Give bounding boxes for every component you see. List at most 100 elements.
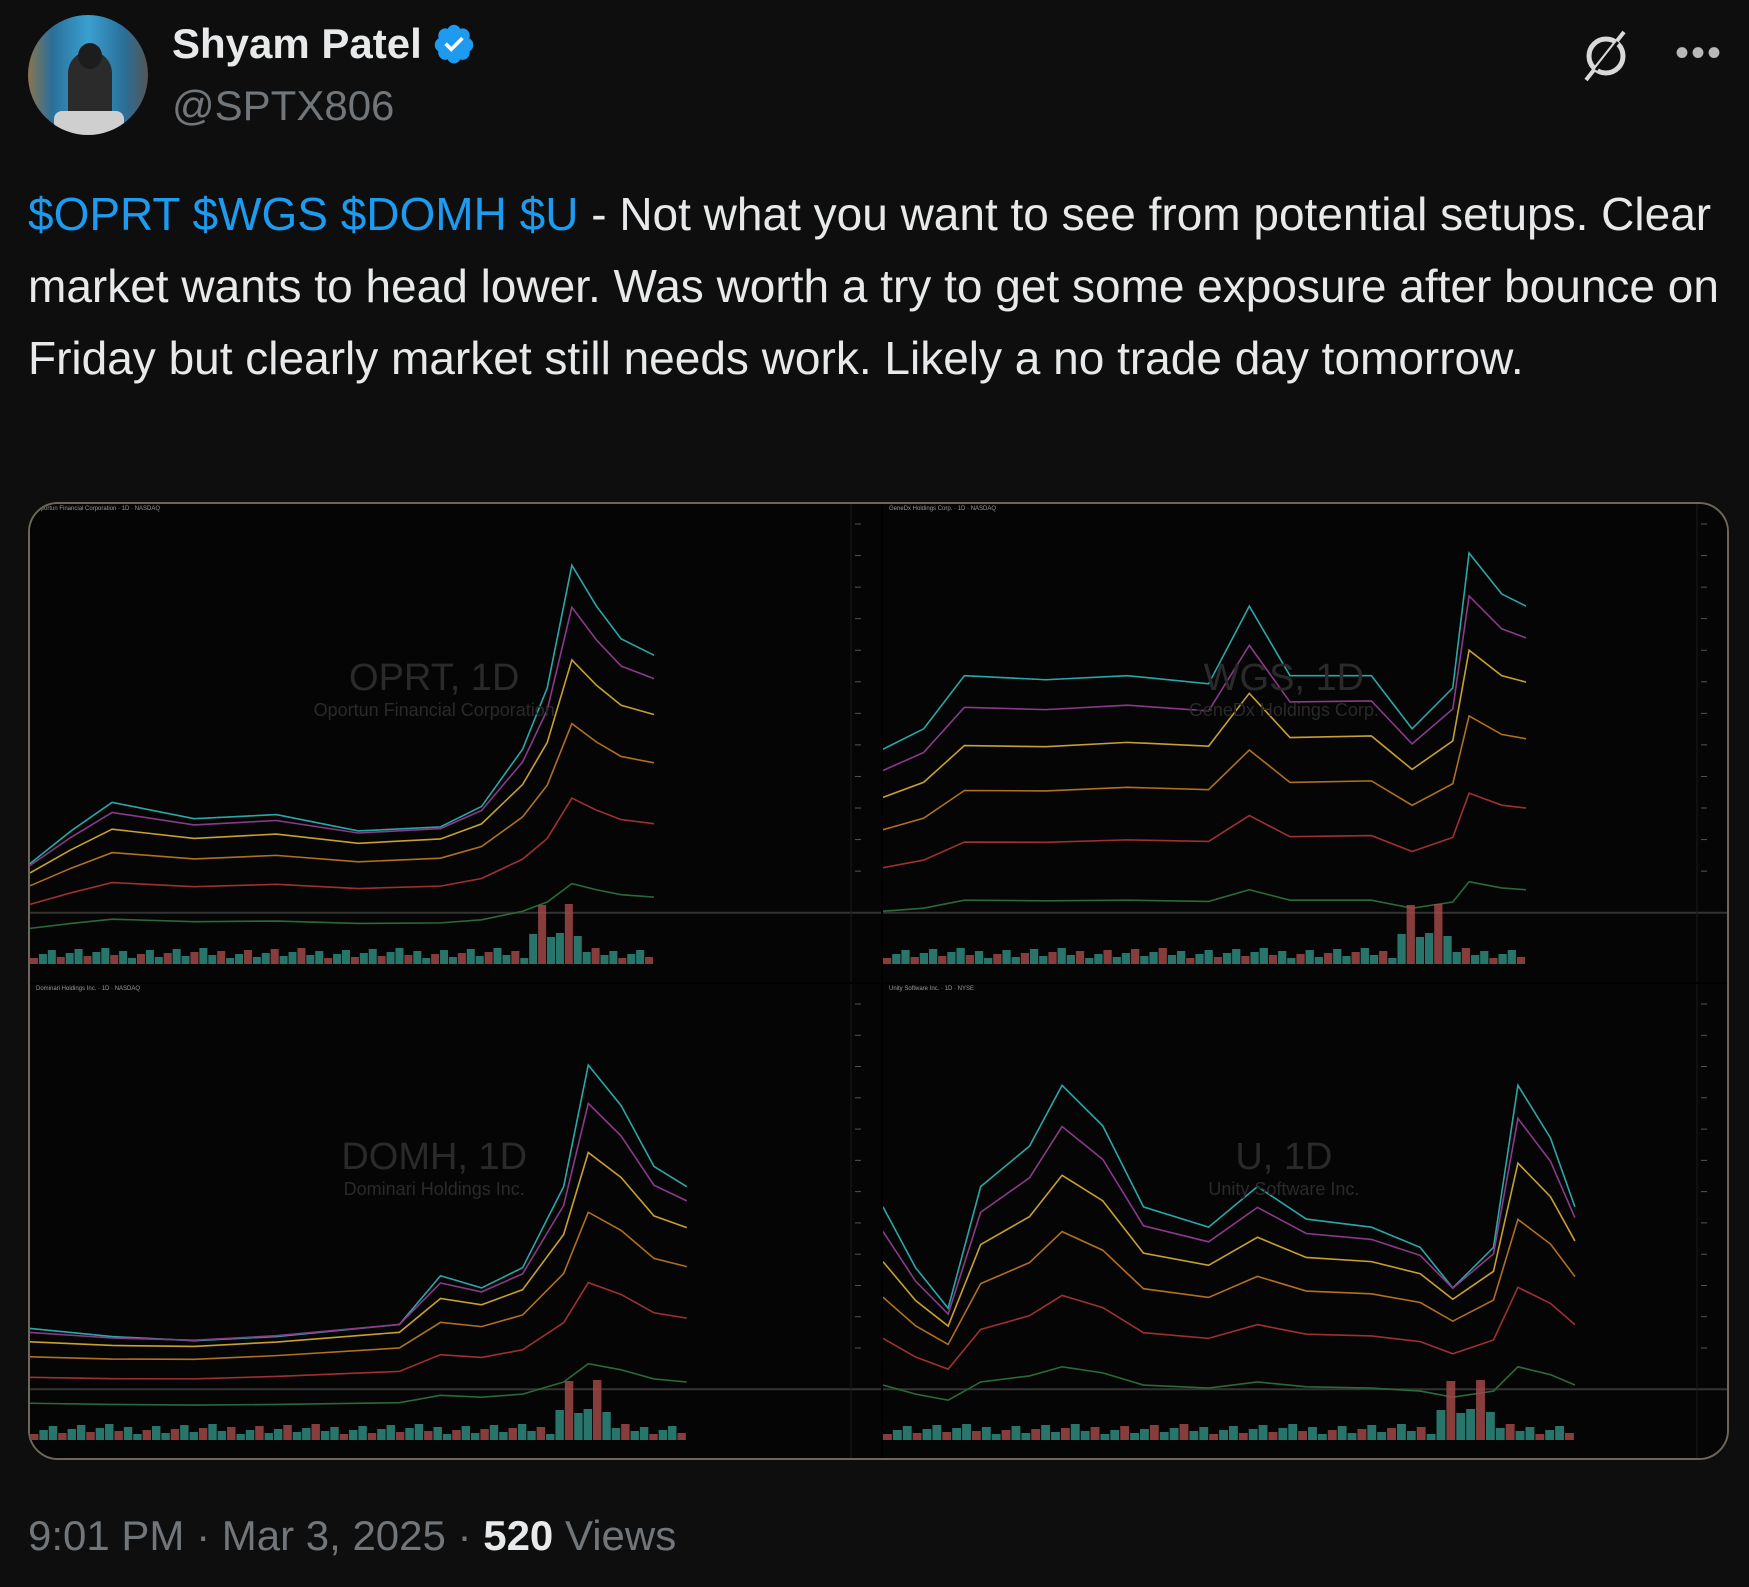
volume-bar bbox=[1219, 1430, 1228, 1440]
volume-bar bbox=[1029, 949, 1039, 964]
volume-bar bbox=[270, 949, 279, 964]
volume-bar bbox=[1347, 1433, 1357, 1440]
volume-bar bbox=[252, 957, 261, 964]
volume-bar bbox=[636, 950, 645, 964]
volume-bar bbox=[1485, 1412, 1495, 1440]
volume-bar bbox=[264, 1433, 274, 1440]
volume-bar bbox=[1565, 1433, 1574, 1440]
volume-bar bbox=[502, 955, 511, 964]
moving-average-line bbox=[883, 1116, 1576, 1316]
more-options-icon[interactable]: ••• bbox=[1675, 31, 1724, 75]
stock-chart-oprt[interactable]: Oportun Financial Corporation · 1D · NAS… bbox=[30, 504, 881, 982]
volume-bar bbox=[952, 1428, 962, 1440]
volume-bar bbox=[480, 1429, 489, 1440]
volume-bar bbox=[315, 951, 324, 964]
watermark-company: Oportun Financial Corporation bbox=[313, 699, 555, 720]
volume-bar bbox=[892, 954, 901, 964]
volume-bar bbox=[414, 1424, 424, 1440]
volume-bar bbox=[1070, 1424, 1080, 1440]
volume-bar bbox=[1443, 936, 1452, 964]
tweet-time[interactable]: 9:01 PM bbox=[28, 1512, 185, 1559]
volume-bar bbox=[1167, 955, 1177, 964]
moving-average-line bbox=[883, 1083, 1576, 1310]
moving-average-line bbox=[30, 1151, 688, 1348]
separator: · bbox=[184, 1512, 222, 1559]
volume-bar bbox=[883, 958, 892, 964]
volume-bar bbox=[1288, 1424, 1298, 1440]
volume-bar bbox=[489, 1425, 499, 1440]
volume-bar bbox=[1342, 956, 1351, 964]
verified-badge-icon bbox=[434, 24, 474, 64]
volume-bar bbox=[279, 956, 288, 964]
volume-bar bbox=[1021, 1433, 1031, 1440]
volume-bar bbox=[145, 950, 154, 964]
volume-bar bbox=[517, 1424, 527, 1440]
volume-bar bbox=[440, 950, 449, 964]
volume-bar bbox=[1120, 1426, 1130, 1440]
avatar[interactable] bbox=[28, 15, 148, 135]
stock-chart-domh[interactable]: Dominari Holdings Inc. · 1D · NASDAQ DOMH… bbox=[30, 984, 881, 1458]
volume-bar bbox=[1406, 1431, 1416, 1440]
volume-bar bbox=[404, 955, 413, 964]
volume-bar bbox=[938, 956, 947, 964]
volume-bar bbox=[395, 948, 404, 964]
volume-bar bbox=[350, 957, 359, 964]
volume-bar bbox=[1103, 950, 1112, 964]
volume-bar bbox=[1515, 1431, 1525, 1440]
volume-bar bbox=[1149, 1425, 1159, 1440]
tweet-date[interactable]: Mar 3, 2025 bbox=[221, 1512, 446, 1559]
volume-bar bbox=[320, 1431, 330, 1440]
volume-bar bbox=[1452, 952, 1461, 964]
stock-chart-u[interactable]: Unity Software Inc. · 1D · NYSE U, 1D Unit… bbox=[883, 984, 1727, 1458]
volume-bar bbox=[1186, 958, 1195, 964]
volume-bar bbox=[67, 1429, 76, 1440]
volume-bar bbox=[942, 1432, 952, 1440]
volume-bar bbox=[1130, 1433, 1140, 1440]
volume-bar bbox=[901, 950, 910, 964]
moving-average-line bbox=[30, 1362, 687, 1406]
volume-bar bbox=[1041, 1425, 1051, 1440]
grok-icon[interactable] bbox=[1578, 28, 1634, 84]
volume-bar bbox=[1314, 957, 1324, 964]
volume-bar bbox=[511, 951, 520, 964]
volume-bar bbox=[1426, 1434, 1436, 1440]
volume-bar bbox=[48, 1426, 58, 1440]
volume-bar bbox=[292, 1432, 302, 1440]
volume-bar bbox=[1296, 954, 1305, 964]
volume-bar bbox=[1110, 1430, 1120, 1440]
volume-bar bbox=[255, 1426, 264, 1440]
cashtags-link[interactable]: $OPRT $WGS $DOMH $U bbox=[28, 188, 579, 240]
volume-bar bbox=[86, 1432, 95, 1440]
volume-bar bbox=[349, 1430, 358, 1440]
volume-bar bbox=[39, 1430, 48, 1440]
moving-average-line bbox=[30, 1211, 687, 1361]
volume-bar bbox=[245, 1430, 255, 1440]
moving-average-line bbox=[883, 792, 1527, 869]
volume-bar bbox=[448, 957, 457, 964]
avatar-chair bbox=[54, 111, 124, 135]
volume-bar bbox=[993, 954, 1002, 964]
chart-canvas bbox=[883, 504, 1727, 982]
volume-bar bbox=[377, 956, 386, 964]
tweet-media-chart-grid[interactable]: Oportun Financial Corporation · 1D · NAS… bbox=[28, 502, 1729, 1460]
stock-chart-wgs[interactable]: GeneDx Holdings Corp. · 1D · NASDAQ WGS, … bbox=[883, 504, 1727, 982]
volume-bar bbox=[1525, 1427, 1535, 1440]
volume-bar bbox=[324, 958, 333, 964]
volume-bar bbox=[630, 1431, 639, 1440]
volume-bar bbox=[1333, 949, 1342, 964]
author-name[interactable]: Shyam Patel bbox=[172, 20, 422, 67]
volume-bar bbox=[582, 952, 591, 964]
volume-bar bbox=[564, 1381, 574, 1440]
volume-bar bbox=[1369, 955, 1379, 964]
chart-watermark: U, 1D Unity Software Inc. bbox=[1094, 1136, 1474, 1200]
volume-bar bbox=[1248, 1429, 1258, 1440]
volume-bar bbox=[1051, 1432, 1060, 1440]
volume-bar bbox=[217, 1431, 227, 1440]
author-name-row[interactable]: Shyam Patel bbox=[172, 20, 476, 68]
volume-bar bbox=[136, 954, 145, 964]
volume-bar bbox=[1498, 954, 1507, 964]
volume-bar bbox=[1112, 957, 1121, 964]
author-handle[interactable]: @SPTX806 bbox=[172, 82, 395, 129]
volume-bar bbox=[1367, 1425, 1377, 1440]
volume-bar bbox=[359, 953, 368, 964]
